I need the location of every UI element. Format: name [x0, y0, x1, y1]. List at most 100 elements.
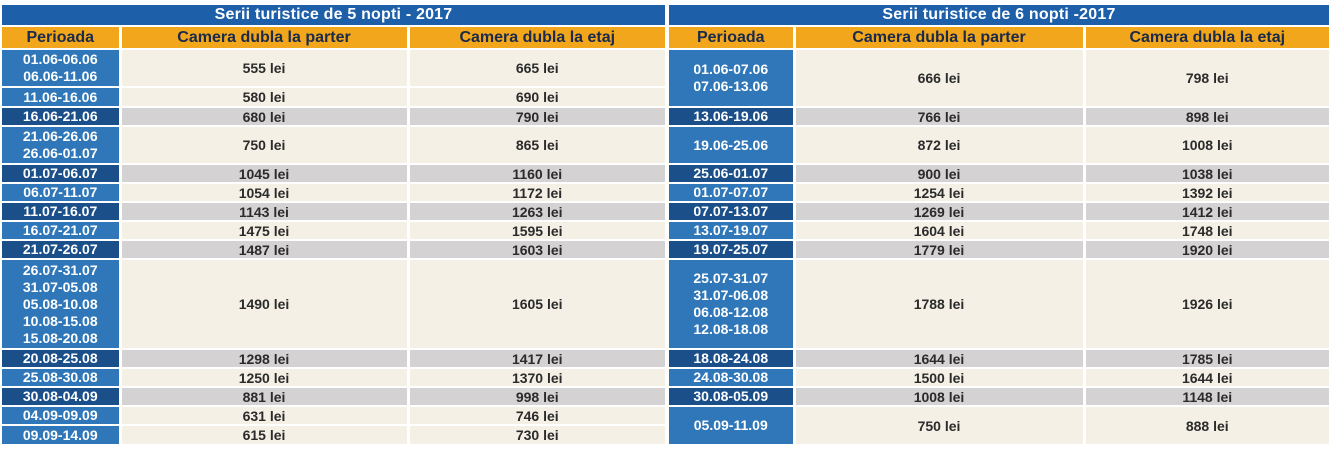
- period-label: 25.06-01.07: [693, 165, 769, 181]
- price-parter: 580 lei: [120, 86, 410, 107]
- price-etaj: 1392 lei: [1084, 182, 1329, 202]
- price-etaj: 1038 lei: [1084, 163, 1329, 183]
- period-cell: 16.06-21.06: [2, 106, 122, 126]
- table-row: 01.06-06.06 06.06-11.06 555 lei 665 lei: [2, 48, 665, 87]
- period-label: 25.07-31.07: [693, 270, 769, 286]
- period-label: 09.09-14.09: [22, 426, 98, 443]
- price-parter: 1045 lei: [120, 163, 410, 183]
- price-etaj: 1263 lei: [408, 201, 665, 221]
- price-etaj: 1412 lei: [1084, 201, 1329, 221]
- period-label: 25.08-30.08: [22, 369, 98, 385]
- table-row: 26.07-31.07 31.07-05.08 05.08-10.08 10.08-1…: [2, 258, 665, 349]
- period-cell: 01.07-07.07: [669, 182, 796, 202]
- period-cell: 09.09-14.09: [2, 424, 122, 444]
- table-row: 25.06-01.07 900 lei 1038 lei: [669, 163, 1329, 183]
- price-etaj: 798 lei: [1084, 48, 1329, 107]
- period-cell: 13.06-19.06: [669, 106, 796, 126]
- price-parter: 1788 lei: [794, 258, 1086, 349]
- price-parter: 1644 lei: [794, 348, 1086, 368]
- table-row: 25.08-30.08 1250 lei 1370 lei: [2, 367, 665, 387]
- table-row: 16.07-21.07 1475 lei 1595 lei: [2, 220, 665, 240]
- period-label: 13.07-19.07: [693, 222, 769, 238]
- price-etaj: 1920 lei: [1084, 239, 1329, 259]
- period-label: 01.07-07.07: [693, 184, 769, 200]
- period-label: 05.08-10.08: [22, 295, 98, 312]
- price-etaj: 1644 lei: [1084, 367, 1329, 387]
- period-cell: 11.06-16.06: [2, 86, 122, 107]
- table-row: 18.08-24.08 1644 lei 1785 lei: [669, 348, 1329, 368]
- price-parter: 1487 lei: [120, 239, 410, 259]
- price-tables: Serii turistice de 5 nopti - 2017 Perioa…: [2, 5, 1329, 457]
- price-parter: 1475 lei: [120, 220, 410, 240]
- period-label: 21.06-26.06: [22, 128, 98, 144]
- price-parter: 1779 lei: [794, 239, 1086, 259]
- period-label: 31.07-06.08: [693, 287, 769, 303]
- price-etaj: 1160 lei: [408, 163, 665, 183]
- price-parter: 1008 lei: [794, 386, 1086, 406]
- price-etaj: 1605 lei: [408, 258, 665, 349]
- period-cell: 04.09-09.09: [2, 405, 122, 425]
- header-perioada: Perioada: [2, 25, 122, 49]
- period-cell: 25.07-31.07 31.07-06.08 06.08-12.08 12.08-1…: [669, 258, 796, 349]
- price-etaj: 665 lei: [408, 48, 665, 87]
- period-label: 10.08-15.08: [22, 312, 98, 329]
- price-parter: 1500 lei: [794, 367, 1086, 387]
- period-label: 16.06-21.06: [22, 108, 98, 124]
- price-etaj: 1172 lei: [408, 182, 665, 202]
- period-cell: 05.09-11.09: [669, 405, 796, 444]
- price-parter: 900 lei: [794, 163, 1086, 183]
- price-etaj: 1148 lei: [1084, 386, 1329, 406]
- price-etaj: 1748 lei: [1084, 220, 1329, 240]
- table-row: 13.07-19.07 1604 lei 1748 lei: [669, 220, 1329, 240]
- period-label: 24.08-30.08: [693, 369, 769, 385]
- table-row: 01.07-07.07 1254 lei 1392 lei: [669, 182, 1329, 202]
- price-etaj: 1603 lei: [408, 239, 665, 259]
- header-etaj: Camera dubla la etaj: [1084, 25, 1329, 49]
- period-label: 04.09-09.09: [22, 407, 98, 423]
- period-cell: 25.06-01.07: [669, 163, 796, 183]
- price-parter: 750 lei: [794, 405, 1086, 444]
- table-5-nights: Serii turistice de 5 nopti - 2017 Perioa…: [2, 5, 665, 444]
- period-label: 31.07-05.08: [22, 278, 98, 295]
- period-label: 30.08-05.09: [693, 388, 769, 404]
- period-cell: 16.07-21.07: [2, 220, 122, 240]
- period-label: 11.07-16.07: [23, 203, 98, 219]
- table-row: 05.09-11.09 750 lei 888 lei: [669, 405, 1329, 444]
- table-title-5-nights: Serii turistice de 5 nopti - 2017: [2, 5, 665, 26]
- price-etaj: 690 lei: [408, 86, 665, 107]
- table-row: 11.07-16.07 1143 lei 1263 lei: [2, 201, 665, 221]
- period-cell: 20.08-25.08: [2, 348, 122, 368]
- period-cell: 19.07-25.07: [669, 239, 796, 259]
- price-etaj: 1595 lei: [408, 220, 665, 240]
- price-parter: 1250 lei: [120, 367, 410, 387]
- table-row: 16.06-21.06 680 lei 790 lei: [2, 106, 665, 126]
- period-label: 16.07-21.07: [22, 222, 98, 238]
- period-cell: 19.06-25.06: [669, 125, 796, 164]
- table-6-nights: Serii turistice de 6 nopti -2017 Perioad…: [669, 5, 1329, 444]
- table-row: 09.09-14.09 615 lei 730 lei: [2, 424, 665, 444]
- period-label: 01.07-06.07: [22, 165, 98, 181]
- price-parter: 1298 lei: [120, 348, 410, 368]
- period-label: 19.07-25.07: [693, 241, 769, 257]
- period-label: 15.08-20.08: [22, 329, 98, 346]
- period-cell: 24.08-30.08: [669, 367, 796, 387]
- table-row: 06.07-11.07 1054 lei 1172 lei: [2, 182, 665, 202]
- period-cell: 13.07-19.07: [669, 220, 796, 240]
- price-etaj: 1926 lei: [1084, 258, 1329, 349]
- header-etaj: Camera dubla la etaj: [408, 25, 665, 49]
- table-row: 21.06-26.06 26.06-01.07 750 lei 865 lei: [2, 125, 665, 164]
- period-label: 18.08-24.08: [693, 350, 769, 366]
- table-row: 07.07-13.07 1269 lei 1412 lei: [669, 201, 1329, 221]
- period-label: 26.07-31.07: [22, 261, 98, 278]
- price-parter: 631 lei: [120, 405, 410, 425]
- period-label: 06.08-12.08: [693, 304, 769, 320]
- period-cell: 07.07-13.07: [669, 201, 796, 221]
- table-row: 19.06-25.06 872 lei 1008 lei: [669, 125, 1329, 164]
- header-parter: Camera dubla la parter: [120, 25, 410, 49]
- table-row: 30.08-04.09 881 lei 998 lei: [2, 386, 665, 406]
- table-row: 21.07-26.07 1487 lei 1603 lei: [2, 239, 665, 259]
- period-cell: 11.07-16.07: [2, 201, 122, 221]
- period-label: 01.06-06.06: [22, 51, 98, 67]
- period-label: 26.06-01.07: [22, 145, 98, 161]
- price-parter: 1604 lei: [794, 220, 1086, 240]
